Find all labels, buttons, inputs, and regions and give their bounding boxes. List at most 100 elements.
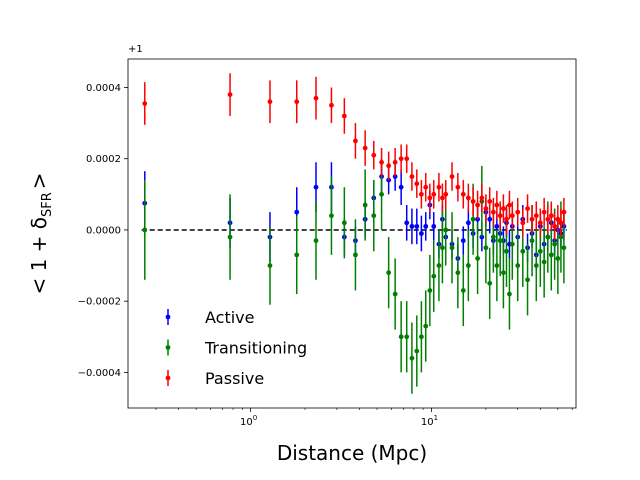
legend-active-marker	[165, 314, 171, 320]
transitioning-data-point	[465, 263, 471, 268]
passive-data-point	[353, 138, 358, 144]
axis-labels: +1 Distance (Mpc) < 1 + δSFR > 0.0004 0.00…	[27, 44, 438, 465]
passive-data-point	[537, 220, 543, 226]
passive-data-point	[142, 101, 148, 106]
x-tick-label: 100	[240, 414, 257, 428]
transitioning-data-point	[414, 348, 420, 354]
transitioning-data-point	[409, 355, 415, 361]
y-tick-label: 0.0004	[86, 83, 121, 94]
transitioning-data-point	[509, 241, 515, 247]
transitioning-data-point	[494, 263, 500, 268]
x-tick-label: 101	[421, 414, 438, 428]
transitioning-data-point	[545, 234, 551, 240]
passive-data-point	[529, 216, 535, 222]
passive-data-point	[475, 202, 481, 208]
transitioning-data-point	[561, 245, 567, 251]
passive-data-point	[227, 92, 233, 98]
transitioning-data-point	[483, 245, 489, 251]
transitioning-data-point	[427, 288, 433, 293]
transitioning-data-point	[501, 270, 506, 276]
transitioning-data-point	[294, 252, 300, 258]
passive-data-point	[501, 206, 506, 211]
passive-data-point	[431, 191, 437, 197]
transitioning-data-point	[313, 238, 319, 244]
passive-data-point	[483, 206, 489, 211]
active-data-point	[494, 223, 500, 229]
plot-area	[127, 58, 577, 409]
transitioning-data-point	[227, 234, 233, 240]
active-data-point	[404, 220, 410, 226]
passive-data-point	[507, 202, 512, 208]
passive-data-point	[313, 95, 319, 101]
passive-data-point	[449, 174, 455, 179]
transitioning-data-point	[460, 288, 466, 293]
legend-passive-marker	[165, 375, 171, 381]
transitioning-data-point	[470, 216, 476, 222]
y-tick-label: −0.0002	[78, 297, 121, 308]
passive-data-point	[392, 159, 398, 165]
passive-data-point	[404, 156, 410, 162]
passive-data-point	[552, 223, 558, 229]
transitioning-data-point	[371, 213, 377, 219]
y-axis-title-subscript: SFR	[40, 192, 55, 217]
passive-data-point	[494, 202, 500, 208]
active-data-point	[465, 220, 471, 226]
tick-marks	[124, 87, 573, 412]
active-data-point	[418, 231, 424, 236]
active-data-point	[460, 238, 466, 244]
passive-data-point	[398, 156, 404, 162]
data-series	[142, 73, 567, 394]
passive-data-point	[487, 199, 493, 204]
active-data-point	[423, 223, 429, 229]
transitioning-data-point	[398, 334, 404, 340]
transitioning-data-point	[341, 220, 347, 226]
transitioning-data-point	[386, 270, 392, 276]
transitioning-data-point	[431, 273, 437, 279]
passive-data-point	[479, 195, 485, 201]
legend-active-label: Active	[205, 308, 255, 327]
passive-data-point	[329, 102, 334, 108]
transitioning-data-point	[455, 270, 461, 276]
transitioning-data-point	[520, 248, 526, 254]
active-data-point	[414, 223, 420, 229]
passive-data-point	[558, 220, 564, 226]
transitioning-data-point	[497, 238, 503, 244]
passive-data-point	[294, 99, 300, 105]
transitioning-data-point	[490, 234, 496, 240]
passive-data-point	[267, 99, 273, 105]
passive-data-point	[465, 195, 471, 201]
passive-data-point	[341, 113, 347, 119]
passive-data-point	[371, 152, 377, 158]
x-axis-title: Distance (Mpc)	[277, 441, 427, 465]
passive-data-point	[520, 220, 526, 226]
passive-data-point	[504, 216, 509, 222]
passive-data-point	[436, 184, 442, 190]
active-data-point	[487, 216, 493, 222]
y-tick-label: 0.0002	[86, 154, 121, 165]
transitioning-data-point	[440, 245, 445, 251]
passive-data-point	[555, 216, 561, 222]
transitioning-data-point	[487, 280, 493, 286]
transitioning-data-point	[436, 263, 442, 268]
passive-data-point	[409, 174, 415, 179]
active-data-point	[392, 174, 398, 179]
passive-data-point	[379, 159, 384, 165]
passive-data-point	[386, 163, 392, 169]
passive-data-point	[440, 195, 445, 201]
passive-data-point	[561, 209, 567, 215]
active-data-point	[409, 223, 415, 229]
passive-data-point	[362, 145, 368, 151]
passive-data-point	[414, 181, 420, 187]
transitioning-data-point	[529, 238, 535, 244]
passive-data-point	[460, 191, 466, 197]
transitioning-data-point	[392, 291, 398, 297]
passive-data-point	[545, 216, 551, 222]
active-data-point	[398, 184, 404, 190]
transitioning-data-point	[541, 259, 547, 265]
active-data-point	[431, 223, 437, 229]
transitioning-data-point	[379, 191, 384, 197]
series-passive	[142, 73, 567, 241]
passive-data-point	[525, 206, 530, 211]
y-axis-title-close: >	[27, 172, 51, 189]
